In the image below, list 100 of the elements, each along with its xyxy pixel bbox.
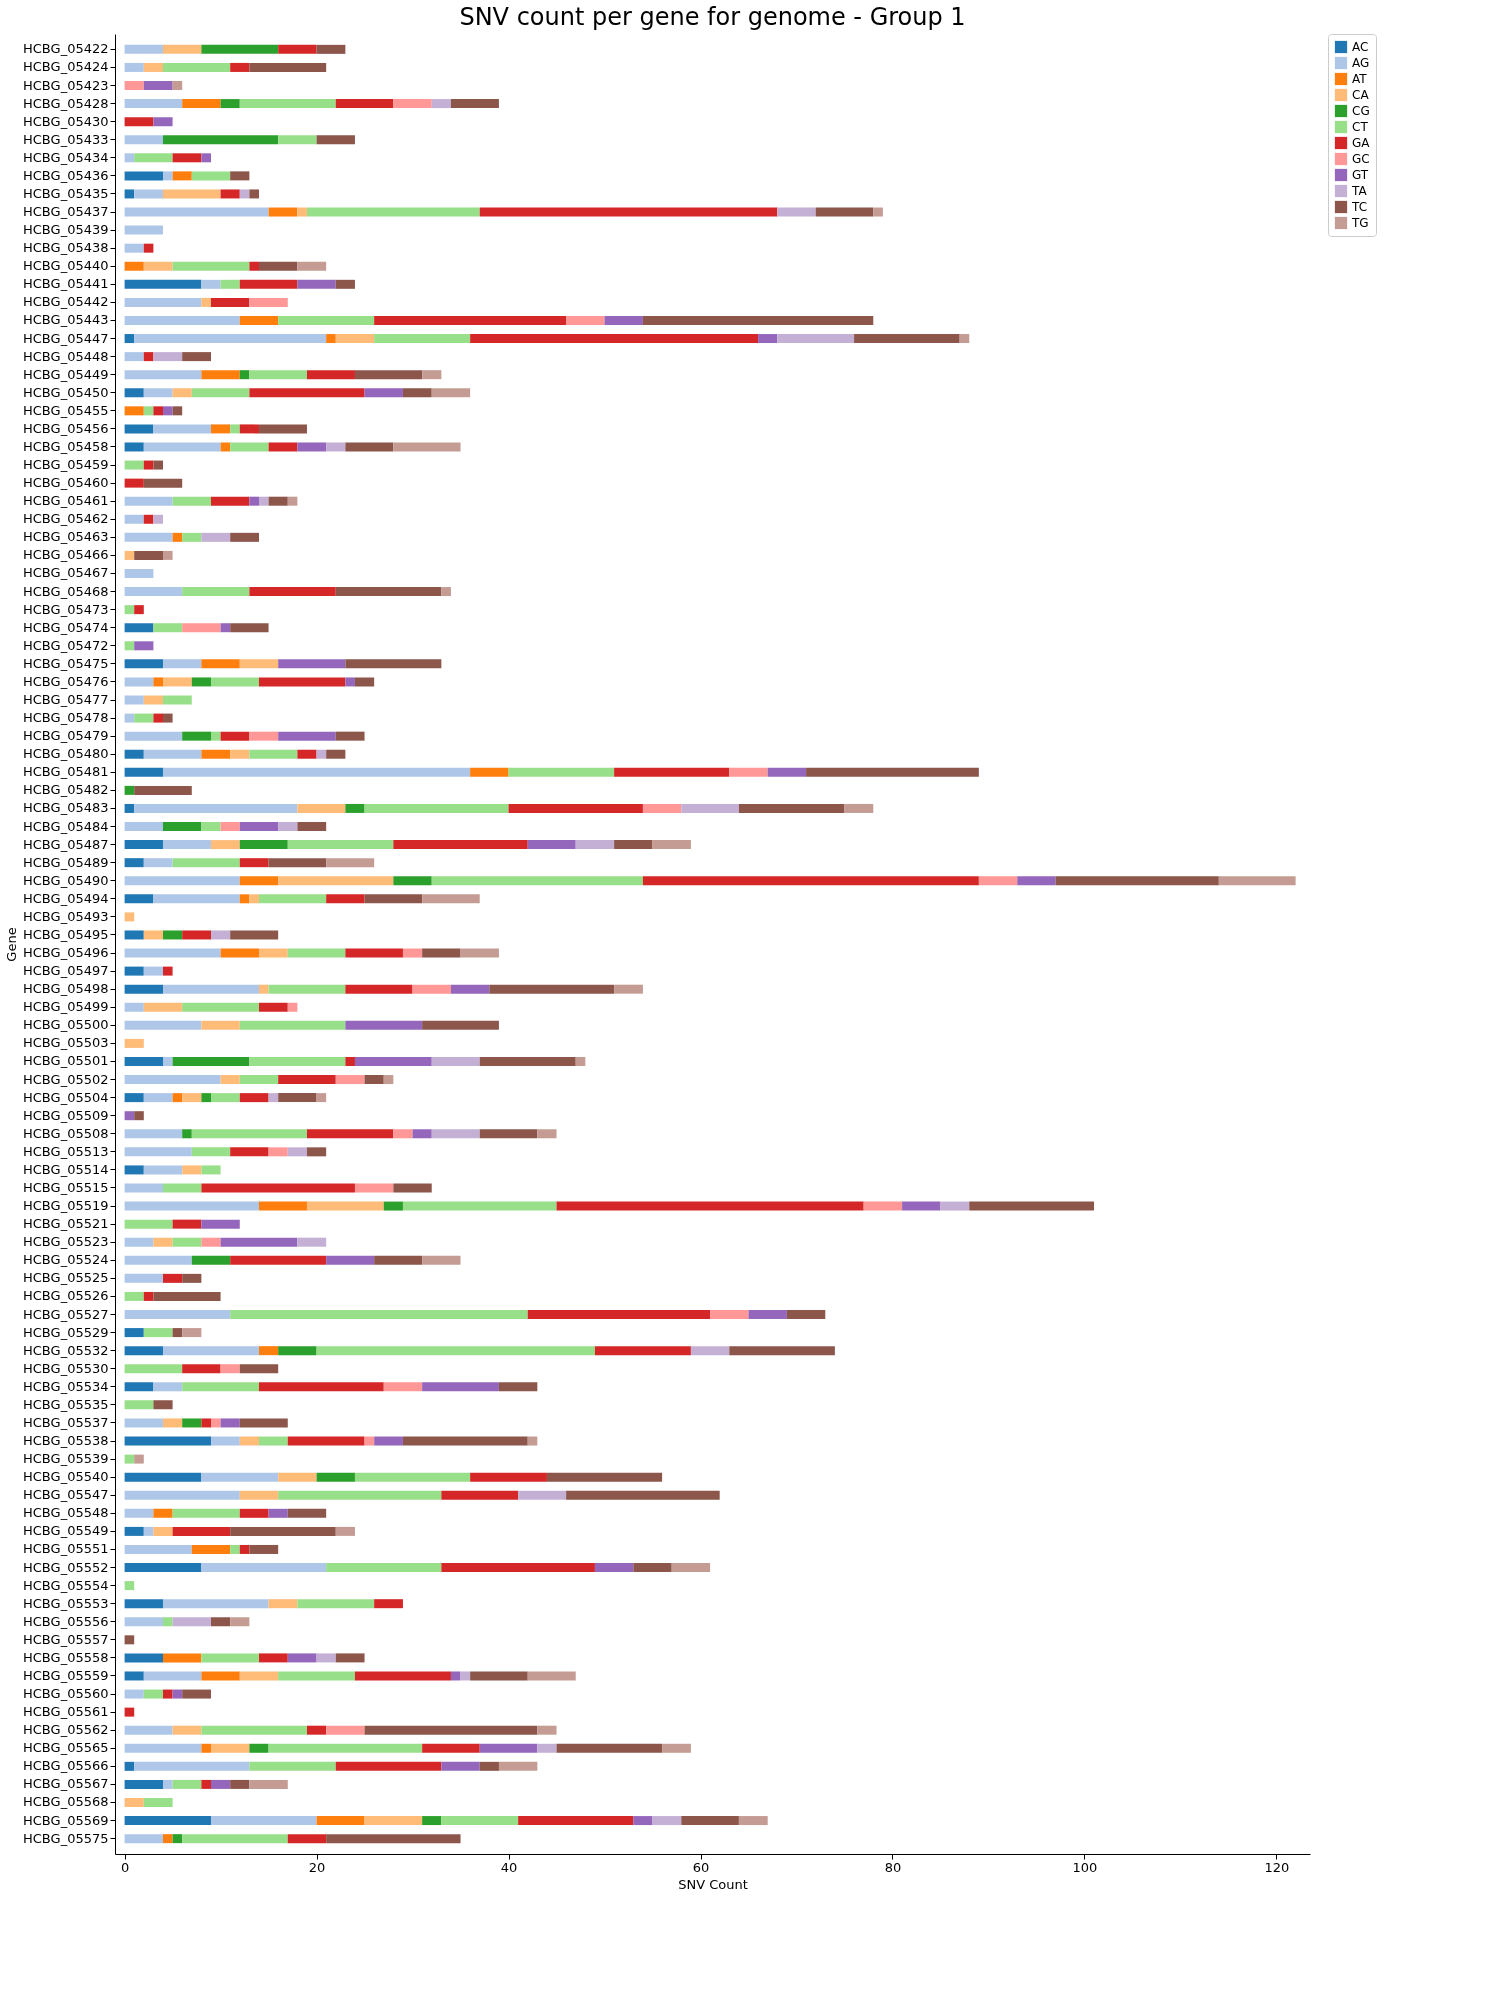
bar: [470, 1671, 528, 1681]
y-tick-label: HCBG_05539: [23, 1451, 109, 1467]
bar: [201, 44, 279, 54]
bar: [201, 1418, 211, 1428]
bar: [162, 189, 221, 199]
bar: [383, 1075, 394, 1085]
bar: [1017, 876, 1056, 886]
bar: [172, 1834, 183, 1844]
bar: [278, 1472, 317, 1482]
y-tick-label: HCBG_05462: [23, 511, 109, 527]
bar: [239, 858, 269, 868]
bar: [422, 1255, 461, 1265]
bar: [230, 749, 250, 759]
y-tick-label: HCBG_05487: [23, 836, 109, 852]
bar: [220, 623, 231, 633]
bar: [249, 1056, 346, 1066]
bar: [297, 749, 317, 759]
bar: [902, 1201, 941, 1211]
bar: [364, 894, 423, 904]
bar: [210, 731, 221, 741]
bar: [287, 1653, 317, 1663]
bar: [460, 948, 499, 958]
bar: [230, 171, 250, 181]
bar: [143, 460, 154, 470]
bar: [326, 442, 346, 452]
bar: [249, 1761, 336, 1771]
y-tick-label: HCBG_05460: [23, 475, 109, 491]
bar: [143, 261, 173, 271]
y-tick-label: HCBG_05496: [23, 945, 109, 961]
bar: [806, 767, 979, 777]
bar: [124, 297, 202, 307]
bar: [191, 1147, 231, 1157]
bar: [441, 1761, 480, 1771]
legend-label: GT: [1352, 168, 1369, 182]
bar: [393, 99, 432, 109]
y-tick-label: HCBG_05435: [23, 185, 109, 201]
y-tick-label: HCBG_05508: [23, 1125, 109, 1141]
bar: [191, 1255, 231, 1265]
bar: [134, 550, 163, 560]
bar: [278, 1075, 336, 1085]
bar: [268, 1147, 288, 1157]
bar: [172, 388, 192, 398]
y-tick-label: HCBG_05565: [23, 1740, 109, 1756]
bar: [124, 153, 135, 163]
bar: [134, 334, 327, 344]
y-tick-label: HCBG_05428: [23, 95, 109, 111]
bar: [153, 894, 240, 904]
bar: [258, 496, 269, 506]
bar: [633, 1563, 672, 1573]
bar: [326, 1563, 442, 1573]
bar: [335, 279, 355, 289]
bar: [614, 767, 730, 777]
y-tick-label: HCBG_05481: [23, 764, 109, 780]
y-tick-label: HCBG_05504: [23, 1089, 109, 1105]
y-tick-label: HCBG_05535: [23, 1396, 109, 1412]
bar: [124, 1201, 259, 1211]
bar: [297, 1237, 327, 1247]
bar: [124, 1472, 202, 1482]
bar: [201, 1743, 211, 1753]
bar: [239, 1490, 279, 1500]
bar: [450, 1671, 461, 1681]
bar: [239, 424, 259, 434]
bar: [124, 1581, 135, 1591]
bar: [575, 1056, 586, 1066]
bar: [873, 207, 883, 217]
bar: [124, 424, 154, 434]
bar: [527, 1671, 576, 1681]
y-tick-label: HCBG_05556: [23, 1613, 109, 1629]
bar: [191, 1129, 307, 1139]
bar: [162, 1183, 202, 1193]
bar: [306, 1129, 394, 1139]
bar: [249, 894, 259, 904]
bar: [124, 99, 183, 109]
bar: [537, 1743, 557, 1753]
bar: [172, 1056, 250, 1066]
bar: [268, 207, 298, 217]
bar: [422, 1816, 442, 1826]
bar: [249, 388, 365, 398]
y-tick-label: HCBG_05447: [23, 330, 109, 346]
bar: [364, 1436, 375, 1446]
bar: [124, 568, 154, 578]
bar: [162, 550, 173, 560]
bar: [162, 984, 259, 994]
bar: [124, 315, 240, 325]
bar: [230, 1526, 336, 1536]
bar: [124, 1093, 144, 1103]
y-tick-label: HCBG_05553: [23, 1595, 109, 1611]
bar: [374, 315, 567, 325]
y-tick-label: HCBG_05441: [23, 276, 109, 292]
bar: [220, 948, 259, 958]
bar: [239, 1544, 250, 1554]
bar: [182, 1165, 202, 1175]
bar: [143, 514, 154, 524]
bar: [124, 207, 269, 217]
bar: [258, 984, 269, 994]
y-tick-label: HCBG_05433: [23, 131, 109, 147]
bar: [201, 1472, 279, 1482]
y-tick-label: HCBG_05527: [23, 1306, 109, 1322]
bar: [412, 1129, 432, 1139]
bar: [124, 279, 202, 289]
